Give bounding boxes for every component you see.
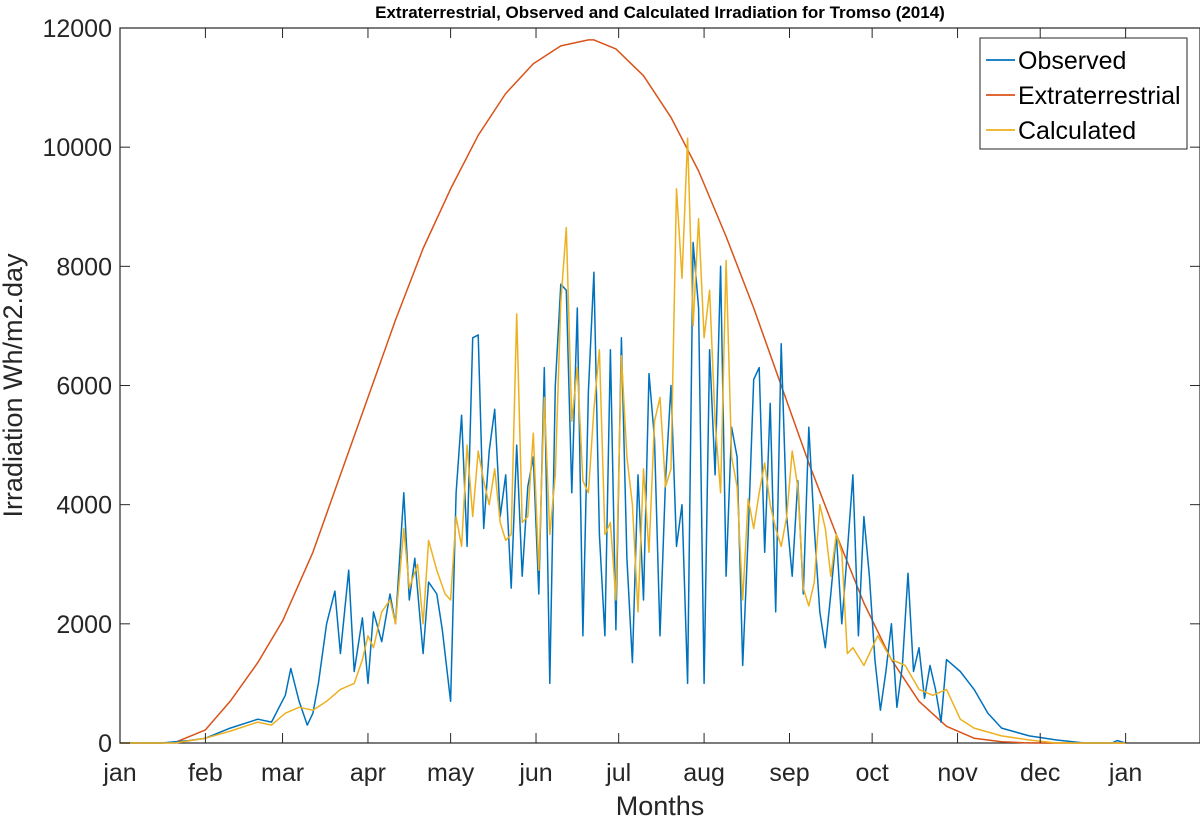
y-tick-label: 12000 bbox=[42, 15, 112, 43]
x-tick-label: feb bbox=[188, 759, 223, 787]
x-tick-label: jul bbox=[605, 759, 631, 787]
series-line-calculated bbox=[120, 137, 1126, 744]
y-tick-label: 8000 bbox=[56, 253, 112, 281]
legend: Observed Extraterrestrial Calculated bbox=[979, 37, 1188, 150]
legend-entry: Extraterrestrial bbox=[1018, 82, 1181, 110]
y-axis: 0 2000 4000 6000 8000 10000 12000 bbox=[42, 15, 1200, 758]
y-tick-label: 4000 bbox=[56, 492, 112, 520]
series-line-extraterrestrial bbox=[120, 39, 1126, 744]
series-layer bbox=[120, 39, 1126, 744]
x-axis: jan feb mar apr may jun jul aug sep oct nov dec jan bbox=[102, 28, 1142, 787]
y-tick-label: 6000 bbox=[56, 373, 112, 401]
x-tick-label: dec bbox=[1020, 759, 1060, 787]
x-tick-label: mar bbox=[261, 759, 304, 787]
x-tick-label: apr bbox=[350, 759, 386, 787]
x-tick-label: oct bbox=[855, 759, 888, 787]
y-tick-label: 2000 bbox=[56, 611, 112, 639]
chart-title: Extraterrestrial, Observed and Calculate… bbox=[375, 3, 945, 22]
legend-entry: Calculated bbox=[1018, 117, 1136, 145]
x-tick-label: jan bbox=[1108, 759, 1142, 787]
y-tick-label: 0 bbox=[98, 730, 112, 758]
x-tick-label: sep bbox=[769, 759, 809, 787]
x-tick-label: aug bbox=[683, 759, 725, 787]
legend-entry: Observed bbox=[1018, 47, 1126, 75]
x-tick-label: jun bbox=[518, 759, 552, 787]
x-axis-label: Months bbox=[616, 791, 705, 821]
x-tick-label: may bbox=[427, 759, 475, 787]
y-axis-label: Irradiation Wh/m2.day bbox=[0, 253, 28, 518]
y-tick-label: 10000 bbox=[42, 134, 112, 162]
x-tick-label: jan bbox=[102, 759, 136, 787]
x-tick-label: nov bbox=[937, 759, 978, 787]
